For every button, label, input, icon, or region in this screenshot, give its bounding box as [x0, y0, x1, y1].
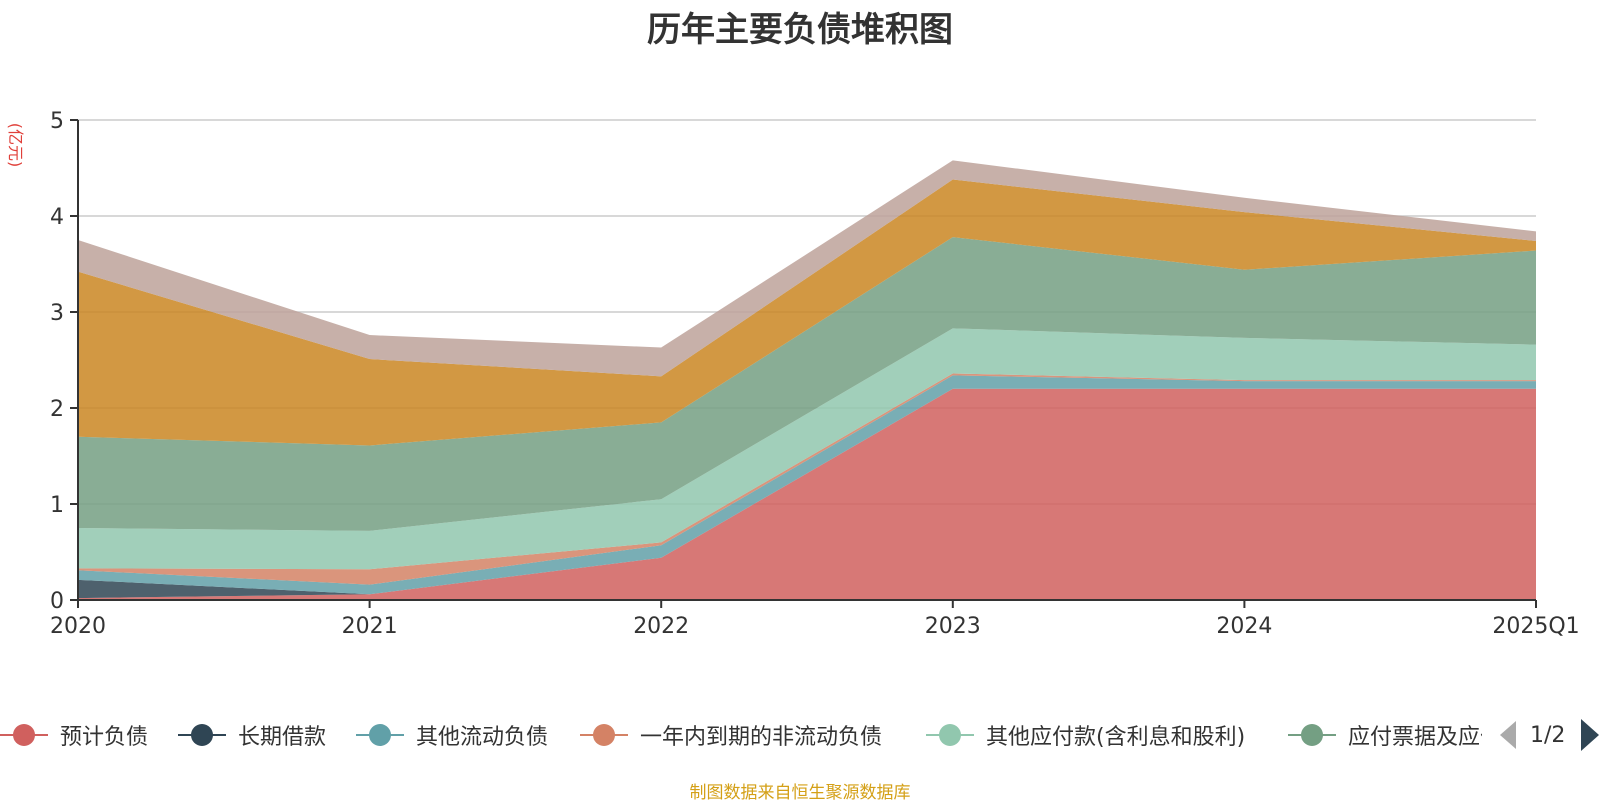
legend-label: 应付票据及应付账款: [1348, 725, 1482, 750]
legend-marker-icon: [1288, 723, 1336, 747]
legend-marker-icon: [926, 723, 974, 747]
y-tick-label: 5: [50, 109, 64, 134]
area-series: [78, 328, 1536, 570]
legend-marker-icon: [580, 723, 628, 747]
legend-item[interactable]: 预计负债: [0, 715, 148, 755]
legend-item[interactable]: 长期借款: [178, 715, 326, 755]
area-series: [78, 160, 1536, 377]
y-tick-label: 4: [50, 205, 64, 230]
legend-item[interactable]: 一年内到期的非流动负债: [580, 715, 882, 755]
area-series: [78, 388, 1536, 600]
x-tick-label: 2024: [1216, 614, 1272, 639]
legend-pager: 1/2: [1500, 715, 1600, 755]
area-series-layer: [78, 160, 1536, 600]
x-tick-label: 2020: [50, 614, 106, 639]
legend-item[interactable]: 应付票据及应付账款: [1288, 715, 1482, 755]
axes: 0 1 2 3 4 5 2020 2021 2022 2023 2024 2025Q1: [50, 109, 1580, 639]
legend-item[interactable]: 其他流动负债: [356, 715, 548, 755]
y-tick-label: 1: [50, 493, 64, 518]
legend-label: 一年内到期的非流动负债: [640, 725, 883, 750]
legend-item[interactable]: 其他应付款(含利息和股利): [926, 715, 1245, 755]
legend-label: 其他流动负债: [416, 725, 549, 750]
legend-items: 预计负债 长期借款 其他流动负债 一年内到期的非流动负债 其他应付款(含利息和股利) 应付…: [0, 715, 1482, 755]
chart-title: 历年主要负债堆积图: [647, 10, 953, 50]
y-tick-label: 2: [50, 397, 64, 422]
legend-marker-icon: [356, 723, 404, 747]
legend-prev-page-icon[interactable]: [1500, 721, 1516, 749]
legend-label: 其他应付款(含利息和股利): [986, 725, 1246, 750]
data-source-note: 制图数据来自恒生聚源数据库: [689, 783, 911, 803]
area-series: [78, 179, 1536, 446]
y-tick-label: 3: [50, 301, 64, 326]
x-tick-label: 2025Q1: [1492, 614, 1579, 639]
legend-page-indicator: 1/2: [1530, 722, 1566, 748]
y-tick-label: 0: [50, 589, 64, 614]
area-series: [78, 237, 1536, 531]
legend-label: 预计负债: [60, 725, 149, 750]
legend-next-page-icon[interactable]: [1581, 719, 1600, 751]
legend-marker-icon: [0, 723, 48, 747]
x-tick-label: 2021: [342, 614, 398, 639]
legend-marker-icon: [178, 723, 226, 747]
legend-label: 长期借款: [238, 725, 327, 750]
x-tick-label: 2022: [633, 614, 689, 639]
x-tick-label: 2023: [925, 614, 981, 639]
legend: 预计负债 长期借款 其他流动负债 一年内到期的非流动负债 其他应付款(含利息和股利) 应付…: [0, 715, 1600, 755]
